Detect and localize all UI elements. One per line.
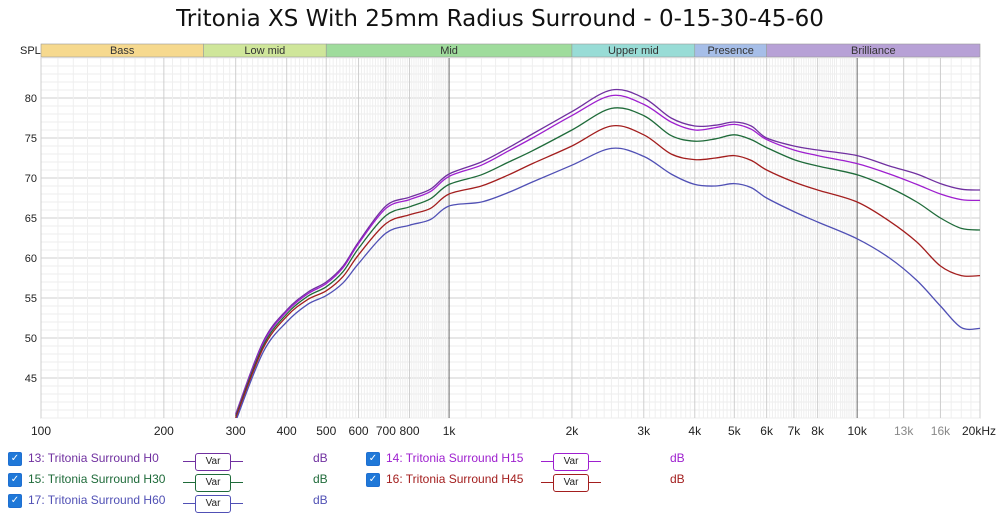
legend-item: ✓ 15: Tritonia Surround H30 Var dB	[8, 472, 343, 492]
series-line-1	[235, 88, 980, 415]
legend-series-name: 14: Tritonia Surround H15	[386, 451, 524, 465]
legend-line-swatch	[589, 461, 601, 462]
legend-line-swatch	[231, 461, 243, 462]
legend-series-name: 17: Tritonia Surround H60	[28, 493, 166, 507]
x-tick-label: 8k	[811, 424, 825, 438]
legend-var-button[interactable]: Var	[553, 453, 589, 471]
y-tick-label: 55	[25, 293, 37, 305]
legend-unit: dB	[670, 451, 685, 465]
series-line-4	[235, 125, 980, 418]
x-tick-label: 500	[316, 424, 336, 438]
x-tick-label: 700	[376, 424, 396, 438]
plot-area	[40, 57, 981, 419]
x-tick-label: 800	[400, 424, 420, 438]
legend-unit: dB	[313, 472, 328, 486]
y-tick-label: 75	[25, 133, 37, 145]
x-tick-label: 400	[277, 424, 297, 438]
x-tick-label: 6k	[760, 424, 774, 438]
band-label: Bass	[110, 45, 135, 57]
band-label: Mid	[440, 45, 458, 57]
legend-series-name: 16: Tritonia Surround H45	[386, 472, 524, 486]
legend-unit: dB	[313, 451, 328, 465]
legend-line-swatch	[231, 482, 243, 483]
x-tick-label: 10k	[847, 424, 867, 438]
x-tick-label: 3k	[637, 424, 651, 438]
legend: ✓ 13: Tritonia Surround H0 Var dB ✓ 14: Trito…	[0, 448, 1000, 513]
x-tick-label: 600	[349, 424, 369, 438]
x-tick-label: 7k	[788, 424, 802, 438]
legend-checkbox[interactable]: ✓	[366, 452, 380, 466]
legend-checkbox[interactable]: ✓	[8, 494, 22, 508]
series-line-3	[235, 107, 980, 417]
legend-var-button[interactable]: Var	[195, 495, 231, 513]
x-tick-label: 2k	[566, 424, 580, 438]
legend-var-button[interactable]: Var	[195, 453, 231, 471]
x-tick-label: 1k	[443, 424, 457, 438]
legend-series-name: 15: Tritonia Surround H30	[28, 472, 166, 486]
x-tick-label: 100	[31, 424, 51, 438]
series-line-5	[236, 147, 980, 418]
x-tick-label: 4k	[688, 424, 702, 438]
band-brilliance	[766, 43, 981, 58]
legend-checkbox[interactable]: ✓	[8, 473, 22, 487]
x-tick-label: 200	[154, 424, 174, 438]
band-label: Brilliance	[851, 45, 896, 57]
y-tick-label: 50	[25, 333, 37, 345]
legend-line-swatch	[541, 461, 553, 462]
legend-var-button[interactable]: Var	[195, 474, 231, 492]
legend-line-swatch	[541, 482, 553, 483]
legend-var-button[interactable]: Var	[553, 474, 589, 492]
legend-series-name: 13: Tritonia Surround H0	[28, 451, 159, 465]
x-tick-label: 16k	[931, 424, 951, 438]
x-tick-label: 5k	[728, 424, 742, 438]
legend-unit: dB	[670, 472, 685, 486]
legend-checkbox[interactable]: ✓	[366, 473, 380, 487]
legend-item: ✓ 17: Tritonia Surround H60 Var dB	[8, 493, 343, 513]
legend-line-swatch	[589, 482, 601, 483]
band-label: Low mid	[244, 45, 285, 57]
legend-unit: dB	[313, 493, 328, 507]
x-tick-label: 20kHz	[962, 424, 996, 438]
legend-checkbox[interactable]: ✓	[8, 452, 22, 466]
legend-item: ✓ 13: Tritonia Surround H0 Var dB	[8, 451, 343, 471]
frequency-response-chart: Bass Low mid Mid Upper mid Presence Brillianc…	[20, 43, 996, 438]
legend-line-swatch	[183, 482, 195, 483]
legend-item: ✓ 14: Tritonia Surround H15 Var dB	[366, 451, 700, 471]
chart-title: Tritonia XS With 25mm Radius Surround - …	[176, 6, 824, 32]
y-tick-label: 60	[25, 253, 37, 265]
y-tick-label: 65	[25, 213, 37, 225]
band-label: Upper mid	[608, 45, 659, 57]
y-tick-label: 70	[25, 173, 37, 185]
x-tick-label: 300	[226, 424, 246, 438]
band-label: Presence	[707, 45, 753, 57]
legend-line-swatch	[231, 503, 243, 504]
x-tick-label: 13k	[894, 424, 914, 438]
series-line-2	[235, 94, 980, 416]
y-tick-label: 45	[25, 373, 37, 385]
legend-item: ✓ 16: Tritonia Surround H45 Var dB	[366, 472, 700, 492]
y-axis-label: SPL	[20, 45, 41, 57]
y-tick-label: 80	[25, 93, 37, 105]
legend-line-swatch	[183, 461, 195, 462]
legend-line-swatch	[183, 503, 195, 504]
